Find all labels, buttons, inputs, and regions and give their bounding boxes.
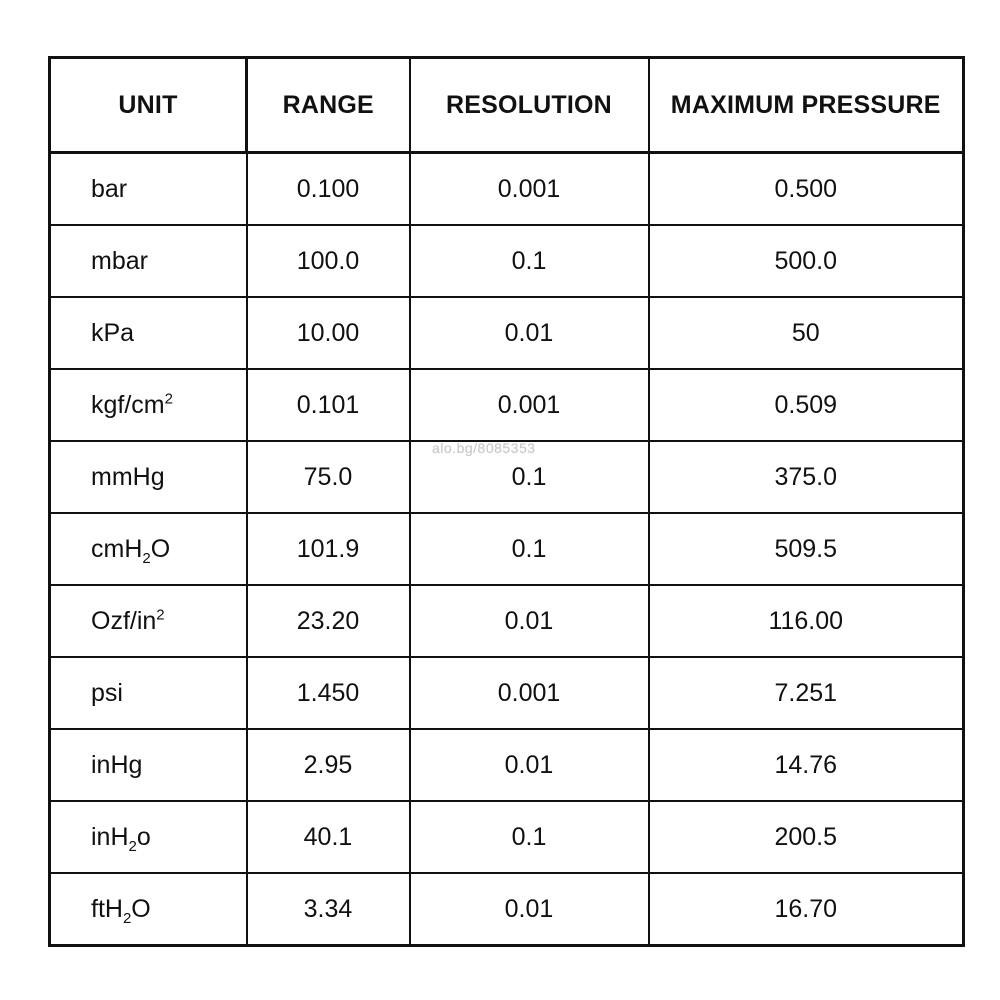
header-range: RANGE [245, 56, 411, 154]
cell-resolution: 0.1 [408, 512, 650, 586]
header-maximum-pressure: MAXIMUM PRESSURE [647, 56, 965, 154]
table-row: cmH2O 101.9 0.1 509.5 [48, 512, 965, 586]
table-row: Ozf/in2 23.20 0.01 116.00 [48, 584, 965, 658]
cell-maximum-pressure: 0.500 [647, 151, 965, 226]
unit-superscript: 2 [164, 390, 173, 408]
cell-range: 75.0 [245, 440, 411, 514]
table-row: ftH2O 3.34 0.01 16.70 [48, 872, 965, 947]
cell-maximum-pressure: 14.76 [647, 728, 965, 802]
cell-unit: mmHg [48, 440, 248, 514]
cell-unit: kPa [48, 296, 248, 370]
unit-text: mmHg [91, 462, 165, 491]
cell-maximum-pressure: 0.509 [647, 368, 965, 442]
cell-maximum-pressure: 116.00 [647, 584, 965, 658]
cell-resolution: 0.01 [408, 872, 650, 947]
unit-text: cmH [91, 534, 143, 563]
cell-maximum-pressure: 500.0 [647, 224, 965, 298]
unit-text: mbar [91, 246, 148, 275]
unit-text: o [136, 822, 151, 851]
unit-text: Ozf/in [91, 606, 157, 635]
cell-range: 3.34 [245, 872, 411, 947]
cell-range: 0.100 [245, 151, 411, 226]
cell-resolution: 0.01 [408, 728, 650, 802]
unit-text: inH [91, 822, 129, 851]
unit-text: kgf/cm [91, 390, 165, 419]
cell-range: 23.20 [245, 584, 411, 658]
cell-unit: inHg [48, 728, 248, 802]
table-header-row: UNIT RANGE RESOLUTION MAXIMUM PRESSURE [48, 56, 965, 154]
cell-resolution: 0.1 [408, 224, 650, 298]
unit-text: O [150, 534, 171, 563]
header-unit: UNIT [48, 56, 248, 154]
cell-range: 40.1 [245, 800, 411, 874]
cell-unit: bar [48, 151, 248, 226]
cell-unit: psi [48, 656, 248, 730]
cell-range: 1.450 [245, 656, 411, 730]
cell-resolution: 0.1 [408, 800, 650, 874]
cell-resolution: 0.001 [408, 151, 650, 226]
unit-text: kPa [91, 318, 135, 347]
table-row: mmHg 75.0 0.1 375.0 [48, 440, 965, 514]
unit-subscript: 2 [142, 549, 151, 567]
watermark: alo.bg/8085353 [432, 440, 536, 456]
unit-superscript: 2 [156, 606, 165, 624]
cell-resolution: 0.001 [408, 656, 650, 730]
table-row: kgf/cm2 0.101 0.001 0.509 [48, 368, 965, 442]
cell-resolution: 0.001 [408, 368, 650, 442]
cell-resolution: 0.01 [408, 296, 650, 370]
table-row: mbar 100.0 0.1 500.0 [48, 224, 965, 298]
cell-range: 0.101 [245, 368, 411, 442]
table-row: inH2o 40.1 0.1 200.5 [48, 800, 965, 874]
table-row: psi 1.450 0.001 7.251 [48, 656, 965, 730]
table-row: kPa 10.00 0.01 50 [48, 296, 965, 370]
unit-subscript: 2 [128, 837, 137, 855]
cell-unit: Ozf/in2 [48, 584, 248, 658]
cell-maximum-pressure: 509.5 [647, 512, 965, 586]
unit-text: inHg [91, 750, 143, 779]
cell-resolution: 0.1 [408, 440, 650, 514]
unit-text: psi [91, 678, 123, 707]
cell-unit: ftH2O [48, 872, 248, 947]
pressure-units-table-wrapper: UNIT RANGE RESOLUTION MAXIMUM PRESSURE b… [48, 56, 965, 947]
cell-maximum-pressure: 200.5 [647, 800, 965, 874]
table-row: bar 0.100 0.001 0.500 [48, 151, 965, 226]
cell-unit: inH2o [48, 800, 248, 874]
table-row: inHg 2.95 0.01 14.76 [48, 728, 965, 802]
cell-range: 100.0 [245, 224, 411, 298]
pressure-units-table: UNIT RANGE RESOLUTION MAXIMUM PRESSURE b… [48, 56, 965, 947]
unit-text: ftH [91, 894, 123, 923]
cell-range: 10.00 [245, 296, 411, 370]
cell-unit: kgf/cm2 [48, 368, 248, 442]
cell-unit: cmH2O [48, 512, 248, 586]
cell-maximum-pressure: 375.0 [647, 440, 965, 514]
cell-resolution: 0.01 [408, 584, 650, 658]
header-resolution: RESOLUTION [408, 56, 650, 154]
cell-unit: mbar [48, 224, 248, 298]
cell-range: 101.9 [245, 512, 411, 586]
cell-range: 2.95 [245, 728, 411, 802]
unit-subscript: 2 [122, 909, 132, 927]
unit-text: bar [91, 174, 128, 203]
cell-maximum-pressure: 7.251 [647, 656, 965, 730]
cell-maximum-pressure: 50 [647, 296, 965, 370]
cell-maximum-pressure: 16.70 [647, 872, 965, 947]
table-body: bar 0.100 0.001 0.500 mbar 100.0 0.1 500.0 kPa 10… [48, 151, 965, 947]
unit-text: O [131, 894, 151, 923]
